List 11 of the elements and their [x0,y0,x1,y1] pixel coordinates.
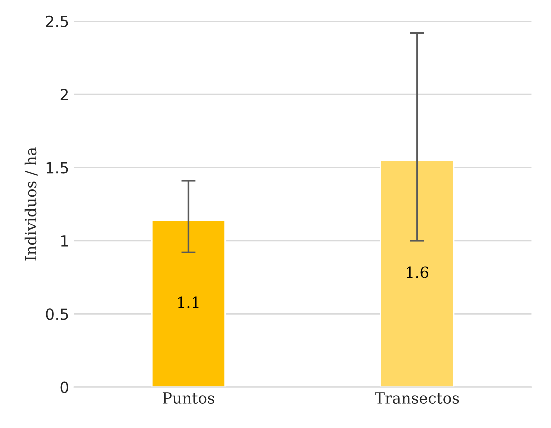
y-tick-label: 0.5 [46,308,68,320]
y-tick-label: 1 [61,236,68,247]
x-tick-label: Puntos [162,392,214,404]
y-axis-title: Individuos / ha [24,148,38,261]
y-tick-label: 1.5 [46,162,68,174]
x-tick-label: Transectos [375,392,460,404]
y-tick-label: 2.5 [46,16,68,28]
data-label: 1.6 [407,266,429,278]
y-tick-label: 0 [60,382,69,394]
y-tick-label: 2 [60,89,68,100]
data-label: 1.1 [178,296,199,308]
